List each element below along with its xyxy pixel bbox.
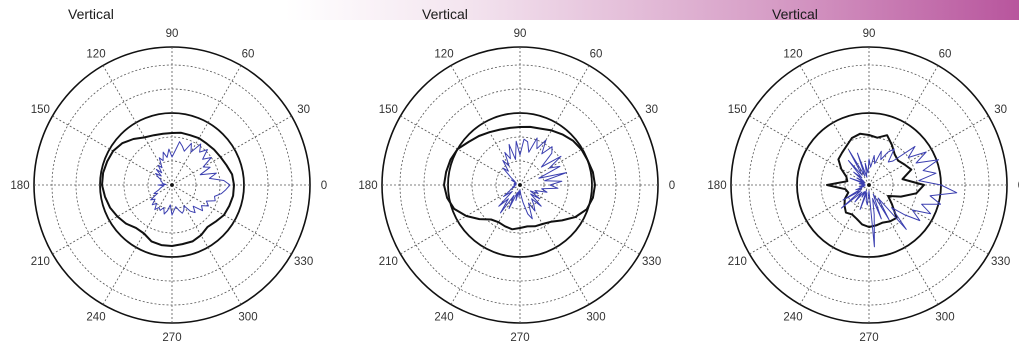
chart-title: Vertical <box>68 6 114 22</box>
spoke-330 <box>519 184 640 255</box>
spoke-330 <box>171 184 292 255</box>
spoke-240 <box>450 184 521 305</box>
angle-tick-label: 0 <box>321 180 327 192</box>
pattern-curve-thick <box>101 131 235 247</box>
angle-tick-label: 30 <box>645 104 658 116</box>
angle-tick-label: 300 <box>935 312 954 324</box>
spoke-210 <box>749 184 870 255</box>
angle-tick-label: 180 <box>358 180 377 192</box>
spoke-60 <box>171 65 242 186</box>
angle-tick-label: 240 <box>783 312 802 324</box>
spoke-30 <box>171 115 292 186</box>
angle-tick-label: 270 <box>510 332 529 342</box>
center-point <box>867 183 871 187</box>
angle-tick-label: 30 <box>994 104 1007 116</box>
spoke-120 <box>102 65 173 186</box>
angle-tick-label: 300 <box>586 312 605 324</box>
spoke-150 <box>749 115 870 186</box>
angle-tick-label: 150 <box>31 104 50 116</box>
pattern-curve-thick <box>443 125 596 231</box>
spoke-60 <box>868 65 939 186</box>
angle-tick-label: 330 <box>294 256 313 268</box>
spoke-120 <box>799 65 870 186</box>
angle-tick-label: 0 <box>1018 180 1019 192</box>
pattern-curve-thin <box>150 141 231 216</box>
pattern-curve-thin <box>840 145 958 248</box>
angle-tick-label: 210 <box>728 256 747 268</box>
angle-tick-label: 300 <box>238 312 257 324</box>
angle-tick-label: 240 <box>434 312 453 324</box>
spoke-30 <box>868 115 989 186</box>
spoke-330 <box>868 184 989 255</box>
angle-tick-label: 120 <box>434 48 453 60</box>
angle-tick-label: 90 <box>166 28 179 40</box>
center-point <box>518 183 522 187</box>
angle-tick-label: 60 <box>939 48 952 60</box>
angle-tick-label: 330 <box>642 256 661 268</box>
angle-tick-label: 270 <box>162 332 181 342</box>
spoke-150 <box>400 115 521 186</box>
angle-tick-label: 30 <box>297 104 310 116</box>
angle-tick-label: 150 <box>379 104 398 116</box>
pattern-curve-thick <box>826 132 925 228</box>
spoke-120 <box>450 65 521 186</box>
spoke-30 <box>519 115 640 186</box>
spoke-300 <box>868 184 939 305</box>
angle-tick-label: 330 <box>991 256 1010 268</box>
chart-title: Vertical <box>772 6 818 22</box>
angle-tick-label: 180 <box>10 180 29 192</box>
spoke-240 <box>102 184 173 305</box>
angle-tick-label: 0 <box>669 180 675 192</box>
angle-tick-label: 210 <box>379 256 398 268</box>
spoke-300 <box>519 184 590 305</box>
chart-title: Vertical <box>422 6 468 22</box>
angle-tick-label: 60 <box>590 48 603 60</box>
spoke-210 <box>400 184 521 255</box>
angle-tick-label: 120 <box>783 48 802 60</box>
angle-tick-label: 120 <box>86 48 105 60</box>
angle-tick-label: 90 <box>514 28 527 40</box>
angle-tick-label: 150 <box>728 104 747 116</box>
spoke-300 <box>171 184 242 305</box>
angle-tick-label: 180 <box>707 180 726 192</box>
center-point <box>170 183 174 187</box>
spoke-240 <box>799 184 870 305</box>
top-banner <box>0 0 1019 20</box>
angle-tick-label: 270 <box>859 332 878 342</box>
angle-tick-label: 60 <box>242 48 255 60</box>
pattern-curve-thin <box>498 137 567 220</box>
angle-tick-label: 90 <box>863 28 876 40</box>
spoke-60 <box>519 65 590 186</box>
angle-tick-label: 210 <box>31 256 50 268</box>
angle-tick-label: 240 <box>86 312 105 324</box>
spoke-210 <box>52 184 173 255</box>
